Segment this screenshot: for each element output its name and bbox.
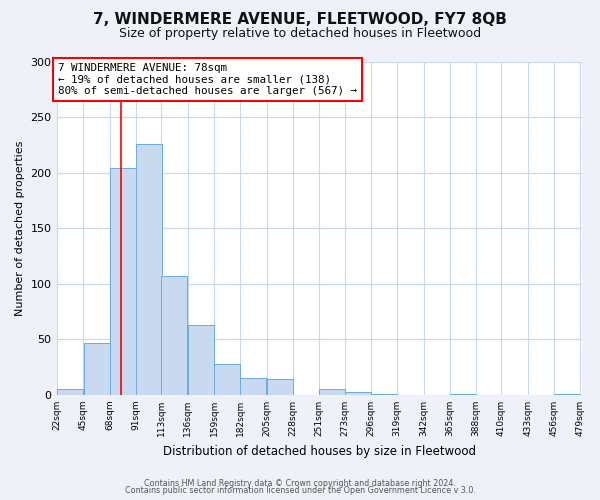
Bar [450, 394, 476, 395]
Bar [371, 394, 397, 395]
Bar [57, 390, 83, 395]
Bar [554, 394, 580, 395]
Bar [214, 364, 240, 395]
Bar [136, 144, 162, 395]
X-axis label: Distribution of detached houses by size in Fleetwood: Distribution of detached houses by size … [163, 444, 476, 458]
Bar [188, 325, 214, 395]
Bar [83, 342, 110, 395]
Text: 7, WINDERMERE AVENUE, FLEETWOOD, FY7 8QB: 7, WINDERMERE AVENUE, FLEETWOOD, FY7 8QB [93, 12, 507, 28]
Bar [267, 380, 293, 395]
Text: Size of property relative to detached houses in Fleetwood: Size of property relative to detached ho… [119, 28, 481, 40]
Text: Contains public sector information licensed under the Open Government Licence v : Contains public sector information licen… [125, 486, 475, 495]
Y-axis label: Number of detached properties: Number of detached properties [15, 140, 25, 316]
Bar [319, 390, 346, 395]
Bar [241, 378, 266, 395]
Bar [344, 392, 371, 395]
Bar [161, 276, 187, 395]
Bar [110, 168, 136, 395]
Text: 7 WINDERMERE AVENUE: 78sqm
← 19% of detached houses are smaller (138)
80% of sem: 7 WINDERMERE AVENUE: 78sqm ← 19% of deta… [58, 62, 356, 96]
Text: Contains HM Land Registry data © Crown copyright and database right 2024.: Contains HM Land Registry data © Crown c… [144, 478, 456, 488]
